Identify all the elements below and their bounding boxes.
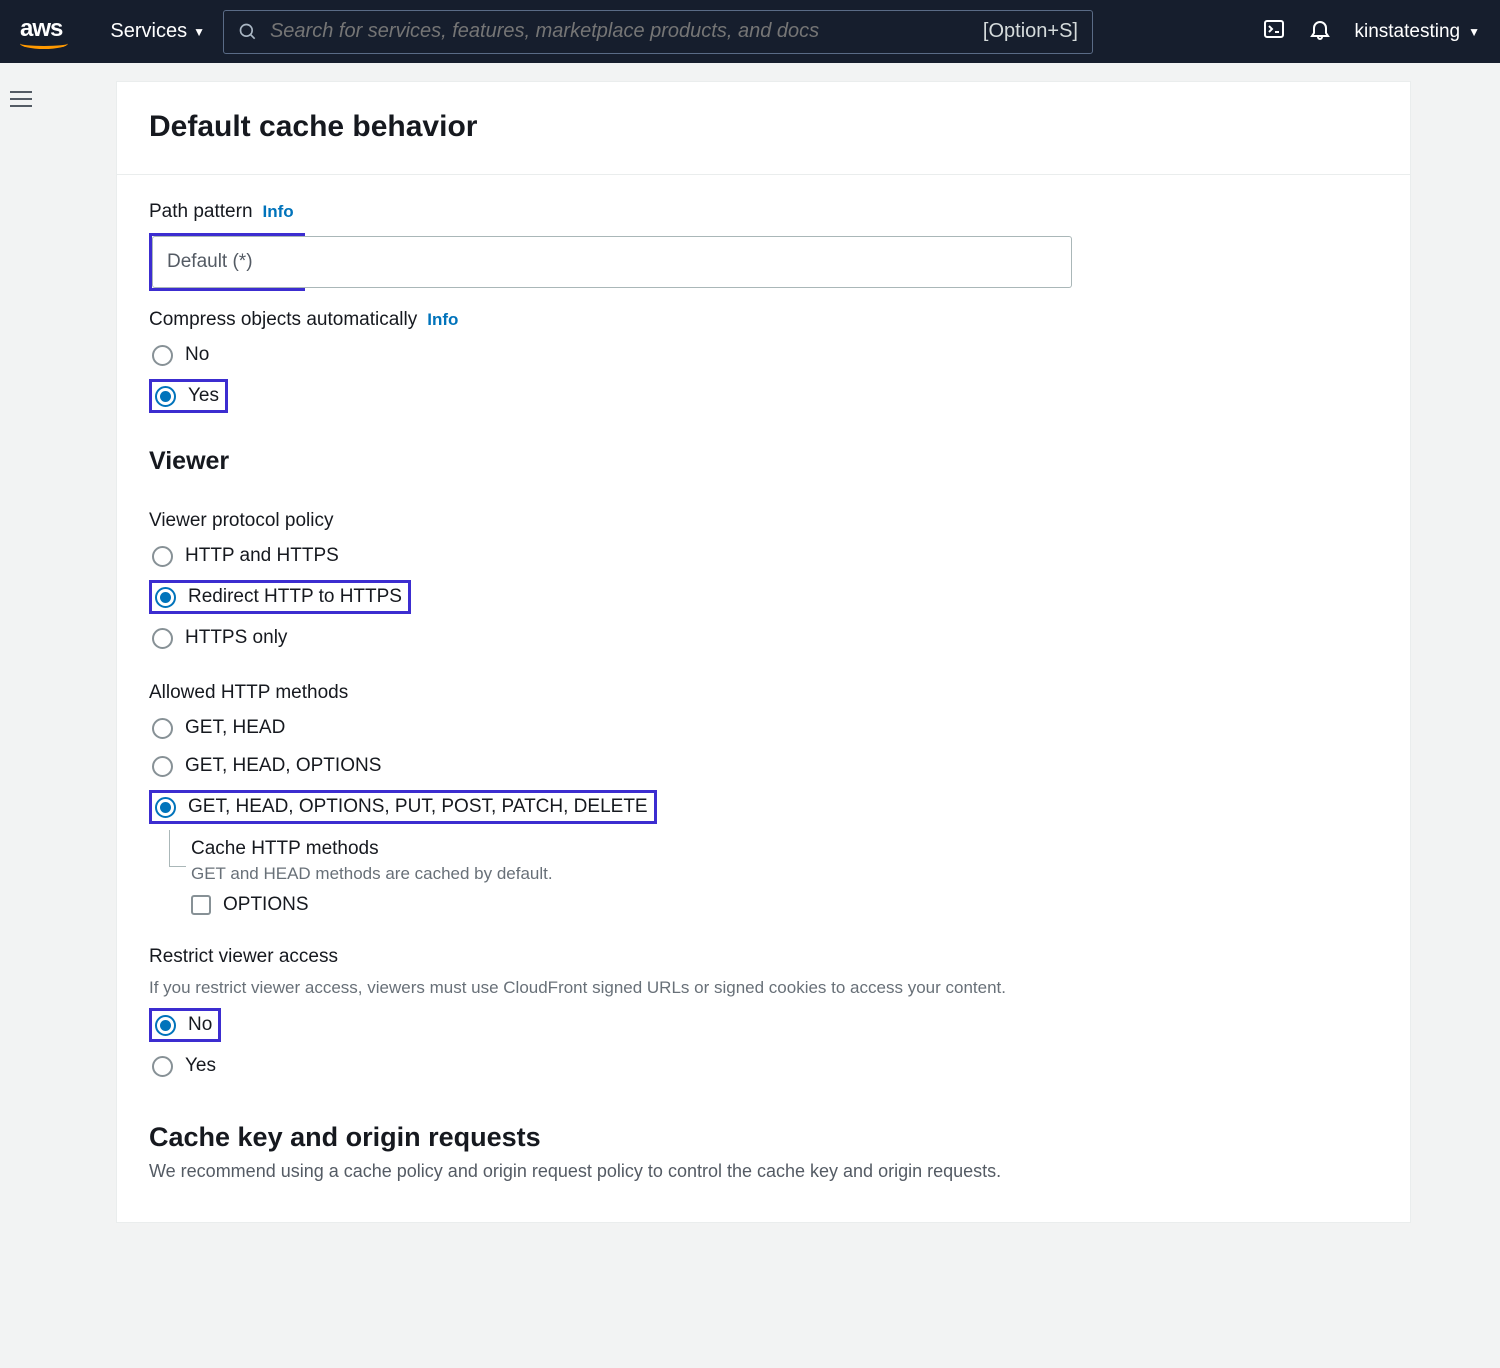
restrict-viewer-field: Restrict viewer access If you restrict v… (149, 946, 1378, 1080)
radio-icon (155, 797, 176, 818)
checkbox-label: OPTIONS (223, 894, 309, 916)
page-layout: Default cache behavior Path pattern Info… (0, 63, 1500, 1223)
radio-label: GET, HEAD, OPTIONS, PUT, POST, PATCH, DE… (188, 796, 648, 818)
cache-methods-help: GET and HEAD methods are cached by defau… (191, 864, 1378, 884)
panel-body: Path pattern Info Compress objects autom… (117, 175, 1410, 1222)
compress-label: Compress objects automatically (149, 309, 417, 331)
methods-option-get-head-options[interactable]: GET, HEAD, OPTIONS (149, 752, 1378, 780)
notifications-icon[interactable] (1308, 17, 1332, 46)
search-shortcut-hint: [Option+S] (983, 20, 1078, 43)
restrict-help: If you restrict viewer access, viewers m… (149, 978, 1378, 998)
radio-icon (152, 756, 173, 777)
radio-icon (152, 345, 173, 366)
cloudshell-icon[interactable] (1262, 17, 1286, 46)
path-pattern-field: Path pattern Info (149, 201, 1378, 291)
panel-header: Default cache behavior (117, 82, 1410, 175)
path-pattern-input-rest[interactable] (302, 236, 1072, 288)
radio-label: HTTPS only (185, 627, 287, 649)
radio-label: No (185, 344, 209, 366)
account-menu-button[interactable]: kinstatesting ▼ (1354, 21, 1480, 43)
search-input[interactable] (270, 20, 971, 43)
viewer-heading: Viewer (149, 447, 1378, 476)
aws-logo[interactable]: aws (20, 15, 62, 49)
radio-icon (152, 718, 173, 739)
radio-label: Yes (188, 385, 219, 407)
restrict-option-no[interactable]: No (152, 1011, 218, 1039)
account-label: kinstatesting (1354, 21, 1460, 43)
radio-icon (155, 386, 176, 407)
topnav-right: kinstatesting ▼ (1262, 17, 1480, 46)
cache-key-heading: Cache key and origin requests (149, 1122, 1378, 1153)
viewer-protocol-field: Viewer protocol policy HTTP and HTTPS Re… (149, 510, 1378, 652)
compress-option-yes[interactable]: Yes (152, 382, 225, 410)
radio-icon (155, 587, 176, 608)
radio-label: No (188, 1014, 212, 1036)
cache-key-desc: We recommend using a cache policy and or… (149, 1161, 1378, 1182)
chevron-down-icon: ▼ (193, 25, 205, 39)
methods-option-all[interactable]: GET, HEAD, OPTIONS, PUT, POST, PATCH, DE… (152, 793, 654, 821)
panel-title: Default cache behavior (149, 110, 1378, 144)
methods-option-get-head[interactable]: GET, HEAD (149, 714, 1378, 742)
checkbox-icon (191, 895, 211, 915)
path-pattern-info-link[interactable]: Info (263, 202, 294, 222)
viewer-protocol-label: Viewer protocol policy (149, 510, 333, 532)
radio-icon (155, 1015, 176, 1036)
allowed-methods-label: Allowed HTTP methods (149, 682, 348, 704)
protocol-option-redirect[interactable]: Redirect HTTP to HTTPS (152, 583, 408, 611)
restrict-label: Restrict viewer access (149, 946, 338, 968)
restrict-option-yes[interactable]: Yes (149, 1052, 1378, 1080)
protocol-option-https-only[interactable]: HTTPS only (149, 624, 1378, 652)
hamburger-icon (10, 91, 32, 107)
compress-info-link[interactable]: Info (427, 310, 458, 330)
compress-field: Compress objects automatically Info No Y… (149, 309, 1378, 413)
cache-methods-options-checkbox[interactable]: OPTIONS (191, 894, 1378, 916)
radio-label: GET, HEAD, OPTIONS (185, 755, 381, 777)
search-bar[interactable]: [Option+S] (223, 10, 1093, 54)
search-icon (238, 22, 258, 42)
compress-option-no[interactable]: No (149, 341, 1378, 369)
allowed-methods-field: Allowed HTTP methods GET, HEAD GET, HEAD… (149, 682, 1378, 916)
radio-icon (152, 546, 173, 567)
radio-icon (152, 1056, 173, 1077)
services-label: Services (110, 20, 187, 43)
top-navigation: aws Services ▼ [Option+S] kinstatesting … (0, 0, 1500, 63)
path-pattern-label: Path pattern (149, 201, 253, 223)
cache-methods-label: Cache HTTP methods (191, 838, 1378, 860)
sidebar-toggle-button[interactable] (0, 63, 44, 1223)
path-pattern-input[interactable] (152, 236, 302, 288)
services-menu-button[interactable]: Services ▼ (110, 20, 205, 43)
radio-label: Redirect HTTP to HTTPS (188, 586, 402, 608)
protocol-option-http-https[interactable]: HTTP and HTTPS (149, 542, 1378, 570)
radio-label: GET, HEAD (185, 717, 285, 739)
radio-icon (152, 628, 173, 649)
cache-behavior-panel: Default cache behavior Path pattern Info… (116, 81, 1411, 1223)
cache-http-methods-field: Cache HTTP methods GET and HEAD methods … (169, 838, 1378, 916)
chevron-down-icon: ▼ (1468, 25, 1480, 39)
radio-label: Yes (185, 1055, 216, 1077)
radio-label: HTTP and HTTPS (185, 545, 339, 567)
